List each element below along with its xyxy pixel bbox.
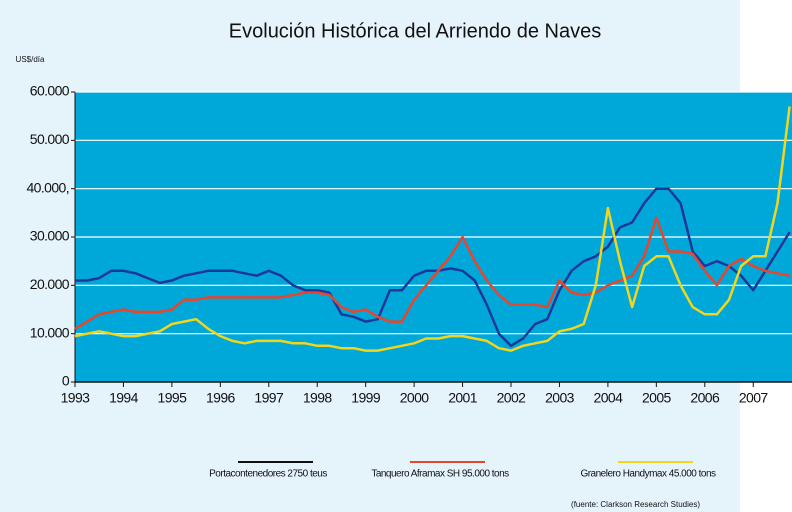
x-tick-label: 2005 <box>642 390 672 406</box>
x-tick-label: 1997 <box>254 390 284 406</box>
y-tick-label: 50.000 <box>30 131 70 147</box>
legend-label: Granelero Handymax 45.000 tons <box>580 469 716 480</box>
legend-label: Tanquero Aframax SH 95.000 tons <box>371 469 509 480</box>
x-tick-label: 2002 <box>497 390 527 406</box>
x-tick-label: 1994 <box>109 390 139 406</box>
series-line <box>75 187 791 348</box>
x-tick-label: 2007 <box>739 390 769 406</box>
source: (fuente: Clarkson Research Studies) <box>571 500 700 509</box>
y-tick-label: 20.000 <box>30 276 70 292</box>
y-tick-label: 0 <box>62 373 70 389</box>
y-tick-label: 10.000 <box>30 324 70 340</box>
x-tick-label: 2001 <box>448 390 478 406</box>
x-tick-label: 1995 <box>158 390 188 406</box>
y-tick-label: 40.000, <box>26 179 69 195</box>
legend-label: Portacontenedores 2750 teus <box>209 469 327 480</box>
y-unit: US$/día <box>16 55 45 64</box>
y-tick-label: 30.000 <box>30 228 70 244</box>
x-tick-label: 2006 <box>690 390 720 406</box>
x-tick-label: 1993 <box>61 390 91 406</box>
x-tick-label: 2003 <box>545 390 575 406</box>
series-line <box>74 106 791 352</box>
x-tick-label: 1999 <box>351 390 381 406</box>
y-tick-label: 60.000 <box>30 83 70 99</box>
x-tick-label: 1998 <box>303 390 333 406</box>
chart-title: Evolución Histórica del Arriendo de Nave… <box>229 20 601 42</box>
series-line <box>74 216 790 330</box>
x-tick-label: 2000 <box>400 390 430 406</box>
x-tick-label: 2004 <box>594 390 624 406</box>
x-tick-label: 1996 <box>206 390 236 406</box>
